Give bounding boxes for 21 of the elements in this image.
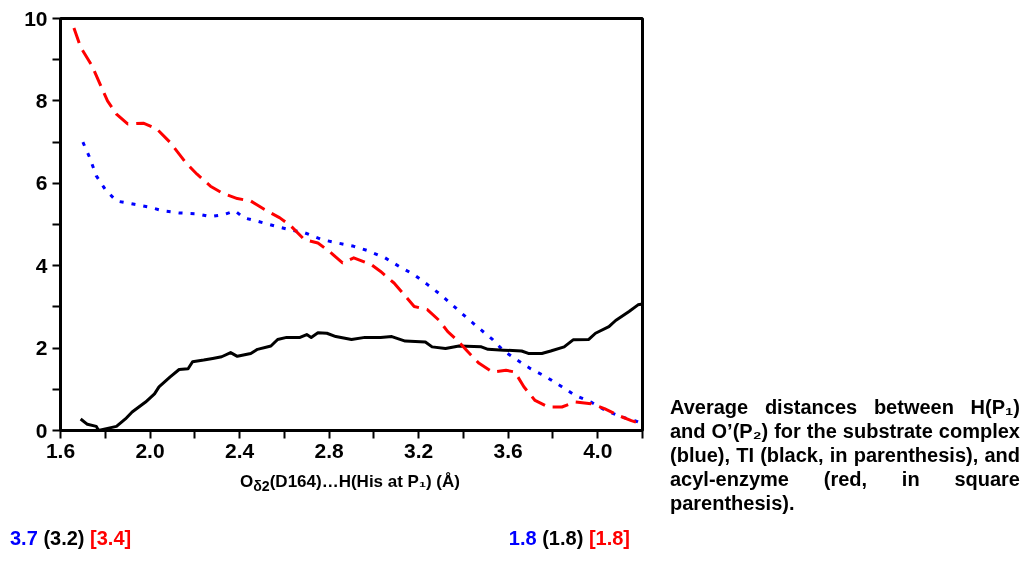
x-tick-label: 2.4: [224, 438, 255, 462]
text: [3.4]: [90, 527, 132, 549]
text: [1.8]: [588, 527, 630, 549]
text: Average distances between H(P₁) and O’(P₂) for the substrate complex (blue), TI (black, in parenthesis), and acyl-enzyme (red, in square parenthesis).: [670, 395, 1020, 515]
x-tick-label: 1.6: [45, 438, 76, 462]
text: 1.8: [508, 527, 537, 549]
text: 4.0: [583, 438, 613, 462]
text: 2.0: [135, 438, 165, 462]
text: (3.2): [43, 527, 85, 549]
x-tick-label: 3.2: [404, 438, 434, 462]
x-axis-title: O$_{δ2}$(D164)…H(His at P₁) (Å): [239, 471, 461, 497]
text: 3.7: [10, 527, 38, 549]
y-tick-label: 10: [24, 6, 48, 30]
y-tick-label: 8: [35, 88, 48, 112]
y-tick-label: 6: [35, 171, 48, 195]
x-tick-label: 2.8: [314, 438, 345, 462]
y-tick-label: 4: [35, 253, 48, 277]
y-tick-label: 2: [35, 336, 48, 360]
text: (1.8): [542, 527, 584, 549]
x-tick-label: 3.6: [493, 438, 523, 462]
y-tick-label: 0: [35, 418, 48, 442]
